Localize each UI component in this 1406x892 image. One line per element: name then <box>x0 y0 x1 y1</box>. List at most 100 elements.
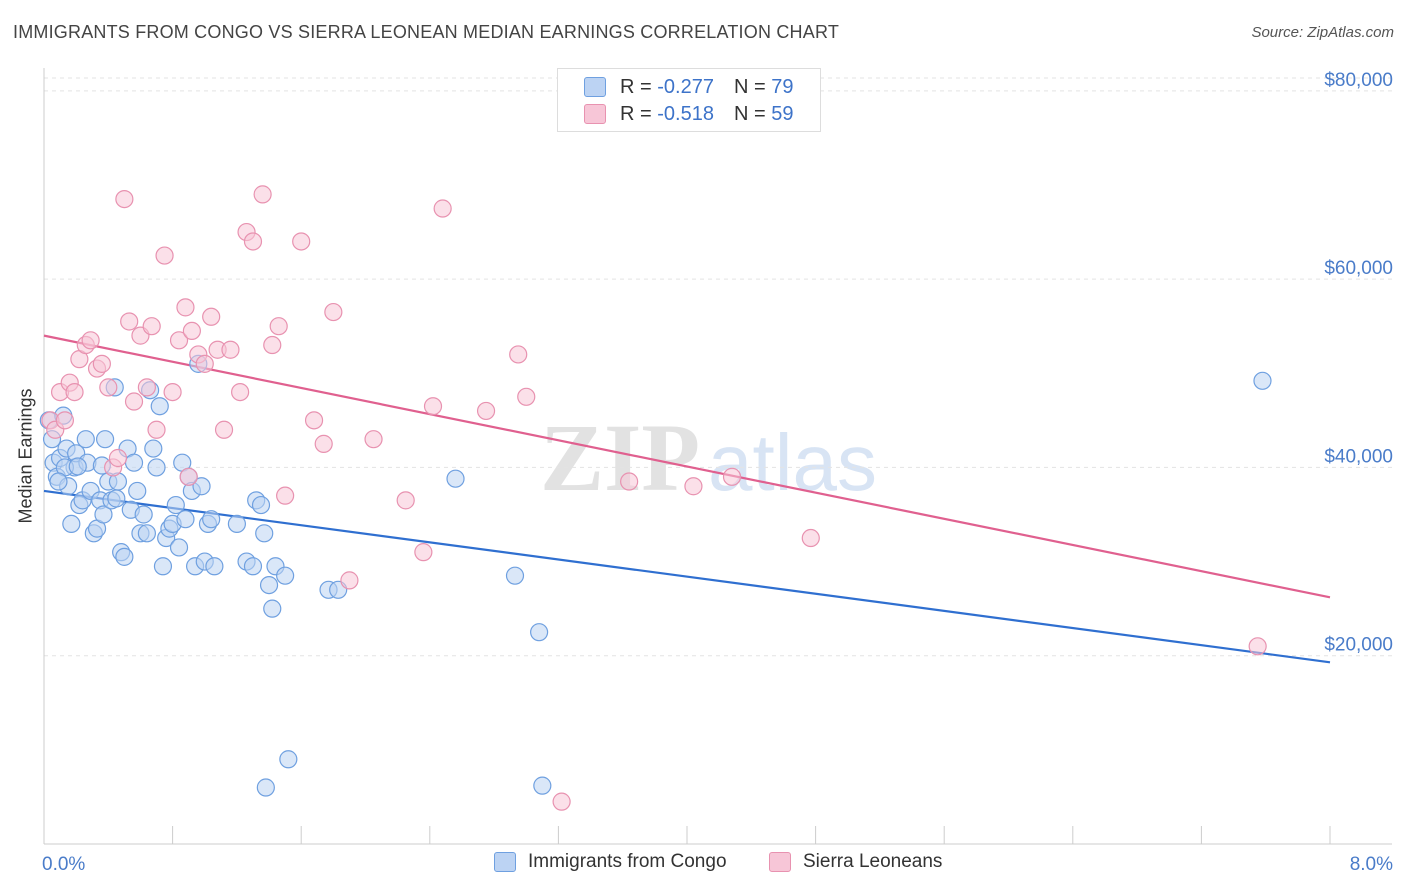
watermark-zip: ZIP <box>540 404 700 511</box>
congo-point <box>176 510 195 529</box>
sierra-point <box>552 792 571 811</box>
legend-n-value: 79 <box>771 75 794 98</box>
bottom-legend-swatch-congo <box>494 852 516 872</box>
congo-point <box>62 514 81 534</box>
congo-point <box>263 599 282 618</box>
sierra-point <box>509 345 528 364</box>
legend-r-label: R = <box>620 75 652 98</box>
congo-point <box>68 457 87 476</box>
sierra-trend-line <box>43 334 1331 599</box>
sierra-point <box>81 331 100 350</box>
sierra-point <box>1248 637 1267 656</box>
congo-point <box>137 524 156 543</box>
watermark-atlas: atlas <box>708 418 877 507</box>
chart-source: Source: ZipAtlas.com <box>1251 24 1394 41</box>
congo-point <box>169 538 189 557</box>
congo-point <box>124 453 144 472</box>
sierra-point <box>433 199 452 218</box>
x-tick-label-end: 8.0% <box>1350 854 1393 875</box>
sierra-point <box>276 486 295 505</box>
sierra-point <box>722 467 742 486</box>
bottom-legend-swatch-sierra <box>769 852 791 872</box>
sierra-point <box>620 472 639 491</box>
congo-point <box>107 489 126 508</box>
legend-r-label: R = <box>620 102 652 125</box>
congo-point <box>202 510 221 529</box>
congo-point <box>49 472 68 491</box>
sierra-point <box>269 317 288 336</box>
congo-point <box>192 477 211 496</box>
y-tick-label: $60,000 <box>1324 258 1393 279</box>
sierra-point <box>324 302 343 322</box>
sierra-point <box>176 298 195 317</box>
sierra-point <box>243 232 263 251</box>
sierra-point <box>137 378 156 397</box>
congo-point <box>76 430 95 449</box>
sierra-point <box>65 382 84 402</box>
sierra-point <box>684 477 703 496</box>
congo-point <box>166 495 185 515</box>
sierra-point <box>517 387 536 406</box>
legend-r-value: -0.277 <box>657 75 714 98</box>
sierra-point <box>124 392 144 411</box>
sierra-point <box>423 397 443 416</box>
sierra-point <box>214 420 234 439</box>
sierra-point <box>314 434 333 453</box>
sierra-point <box>92 354 111 373</box>
congo-point <box>115 547 134 566</box>
legend-swatch-sierra <box>584 104 606 124</box>
legend-row-congo: R = -0.277 N = 79 <box>584 75 793 99</box>
congo-point <box>147 458 166 477</box>
congo-point <box>227 514 246 534</box>
sierra-point <box>55 411 74 430</box>
sierra-point <box>155 246 174 265</box>
congo-point <box>153 557 173 576</box>
legend-swatch-congo <box>584 77 606 97</box>
sierra-point <box>120 312 139 331</box>
sierra-point <box>364 430 383 449</box>
congo-point <box>259 575 279 595</box>
sierra-point <box>182 321 201 341</box>
congo-point <box>251 495 271 515</box>
sierra-point <box>340 571 359 590</box>
sierra-point <box>476 401 496 421</box>
legend-n-label: N = <box>733 102 766 125</box>
congo-point <box>205 557 224 576</box>
legend-r-value: -0.518 <box>657 102 714 125</box>
sierra-point <box>263 335 282 355</box>
sierra-point <box>202 307 221 326</box>
congo-point <box>505 566 525 585</box>
congo-point <box>446 469 465 488</box>
sierra-point <box>108 448 128 468</box>
chart-title: IMMIGRANTS FROM CONGO VS SIERRA LEONEAN … <box>13 22 840 42</box>
congo-point <box>279 750 298 769</box>
sierra-point <box>414 543 433 562</box>
congo-trend-line <box>43 489 1331 664</box>
y-tick-label: $80,000 <box>1324 70 1393 91</box>
bottom-legend-congo: Immigrants from Congo <box>494 851 727 873</box>
congo-point <box>1253 371 1272 390</box>
congo-point <box>256 778 275 797</box>
bottom-legend-label-congo: Immigrants from Congo <box>528 851 727 872</box>
sierra-point <box>163 382 182 402</box>
y-tick-label: $40,000 <box>1324 446 1393 467</box>
sierra-point <box>142 317 161 336</box>
sierra-point <box>221 340 240 359</box>
bottom-legend-label-sierra: Sierra Leoneans <box>803 851 943 872</box>
sierra-point <box>292 232 311 251</box>
y-tick-label: $20,000 <box>1324 635 1393 656</box>
congo-point <box>530 623 549 642</box>
legend-n-label: N = <box>733 75 766 98</box>
legend-n-value: 59 <box>771 102 794 125</box>
watermark: ZIP atlas <box>540 404 877 511</box>
sierra-point <box>396 491 415 510</box>
x-tick-label-start: 0.0% <box>42 854 85 875</box>
sierra-point <box>304 411 324 430</box>
sierra-point <box>231 382 250 402</box>
legend-row-sierra: R = -0.518 N = 59 <box>584 102 793 126</box>
legend: R = -0.277 N = 79 R = -0.518 N = 59 <box>557 68 821 132</box>
sierra-point <box>801 528 820 548</box>
sierra-point <box>179 467 198 486</box>
sierra-point <box>115 189 134 209</box>
